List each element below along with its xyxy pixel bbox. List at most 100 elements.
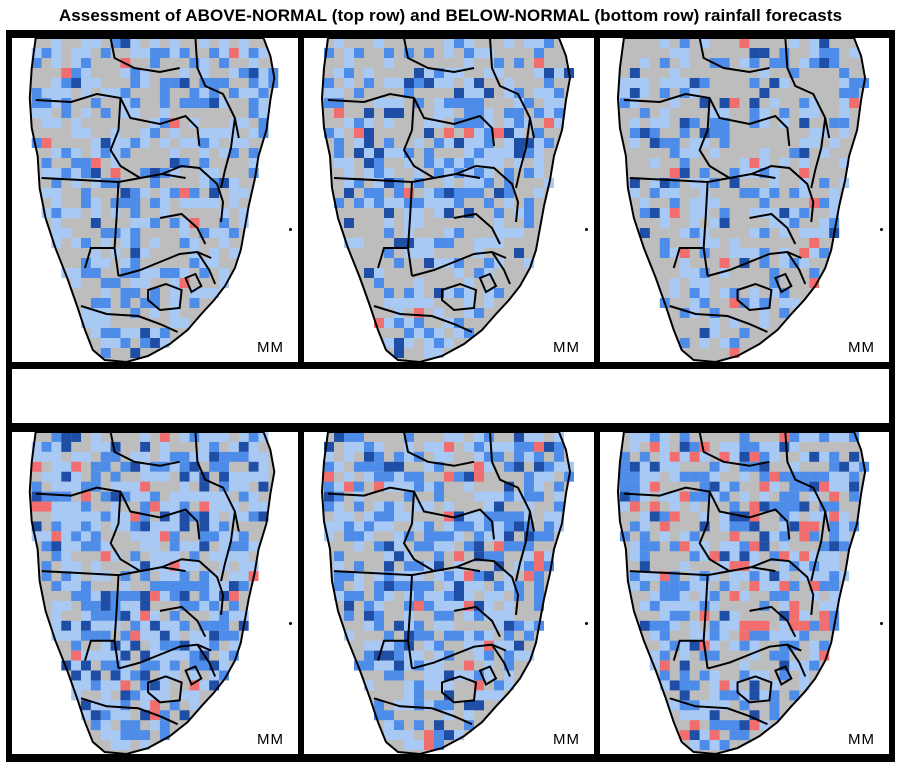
country-border: [707, 250, 802, 277]
forecast-grid-cells: [31, 432, 269, 751]
country-border: [698, 97, 731, 179]
country-border: [184, 272, 203, 294]
country-border: [786, 644, 807, 677]
country-border: [403, 38, 475, 74]
country-border: [84, 247, 115, 269]
country-border: [403, 432, 475, 467]
island-marker: [585, 228, 588, 231]
panel-grid-frame: MM MM MM MM MM MM: [6, 30, 895, 762]
model-label: MM: [257, 339, 284, 356]
figure-title: Assessment of ABOVE-NORMAL (top row) and…: [58, 6, 843, 25]
country-border: [194, 432, 240, 532]
country-border: [455, 164, 520, 223]
country-border: [784, 38, 831, 139]
country-border: [774, 272, 793, 294]
model-label: MM: [848, 731, 875, 748]
country-border: [441, 675, 478, 704]
country-border: [478, 272, 498, 294]
country-border: [333, 566, 481, 577]
country-border: [118, 643, 212, 670]
island-marker: [880, 622, 883, 625]
country-border: [109, 491, 141, 572]
island-marker: [585, 622, 588, 625]
rainfall-assessment-map: [320, 38, 574, 362]
country-border: [161, 164, 225, 223]
country-border: [698, 38, 770, 74]
country-border: [41, 566, 186, 577]
country-border: [402, 491, 435, 572]
model-label: MM: [257, 731, 284, 748]
country-border: [35, 92, 201, 147]
forecast-grid-cells: [324, 38, 574, 358]
country-border: [702, 181, 709, 277]
country-border: [411, 250, 507, 277]
country-border: [194, 38, 240, 139]
country-border: [491, 644, 511, 677]
country-border: [629, 566, 776, 577]
map-panel-bottom-2: MM: [304, 432, 594, 754]
country-border: [749, 605, 797, 638]
country-border: [736, 675, 773, 704]
country-border: [672, 639, 704, 661]
country-border: [623, 486, 791, 540]
country-border: [810, 511, 827, 582]
country-border: [159, 605, 207, 638]
country-border: [515, 117, 531, 189]
country-border: [707, 643, 802, 670]
forecast-grid-cells: [31, 38, 279, 358]
row-separator: [12, 369, 889, 423]
coastline: [28, 38, 276, 362]
country-border: [489, 38, 535, 139]
country-border: [406, 181, 413, 277]
country-border: [784, 432, 831, 532]
country-border: [751, 558, 815, 615]
country-border: [406, 575, 413, 669]
map-panel-bottom-1: MM: [12, 432, 298, 754]
country-border: [629, 172, 776, 184]
country-border: [669, 697, 768, 726]
country-border: [751, 164, 815, 223]
island-marker: [880, 228, 883, 231]
map-panel-top-2: MM: [304, 38, 594, 362]
country-border: [147, 675, 183, 704]
country-border: [453, 605, 501, 638]
country-border: [113, 181, 120, 277]
country-border: [109, 38, 180, 74]
rainfall-assessment-map: [616, 432, 870, 754]
country-border: [373, 697, 473, 726]
country-border: [672, 247, 704, 269]
country-border: [623, 92, 791, 147]
country-border: [147, 282, 183, 312]
country-border: [41, 172, 186, 184]
country-border: [669, 305, 768, 333]
country-border: [810, 117, 827, 189]
country-border: [220, 117, 236, 189]
rainfall-assessment-map: [616, 38, 870, 362]
country-border: [402, 97, 435, 179]
map-panel-bottom-3: MM: [600, 432, 889, 754]
country-border: [80, 697, 179, 726]
country-border: [118, 250, 212, 277]
country-border: [736, 282, 773, 312]
country-border: [327, 92, 495, 147]
country-border: [411, 643, 507, 670]
country-border: [373, 305, 473, 333]
country-border: [109, 432, 180, 467]
country-border: [491, 251, 511, 285]
country-border: [489, 432, 535, 532]
country-border: [786, 251, 807, 285]
country-border: [478, 665, 498, 686]
model-label: MM: [553, 339, 580, 356]
coastline: [320, 38, 572, 362]
country-border: [35, 486, 201, 540]
country-border: [515, 511, 531, 582]
coastline: [616, 432, 867, 754]
rainfall-assessment-map: [28, 432, 276, 754]
country-border: [159, 212, 207, 245]
country-border: [377, 247, 408, 269]
model-label: MM: [553, 731, 580, 748]
country-border: [441, 282, 478, 312]
country-border: [453, 212, 501, 245]
country-border: [196, 251, 217, 285]
island-marker: [289, 622, 292, 625]
